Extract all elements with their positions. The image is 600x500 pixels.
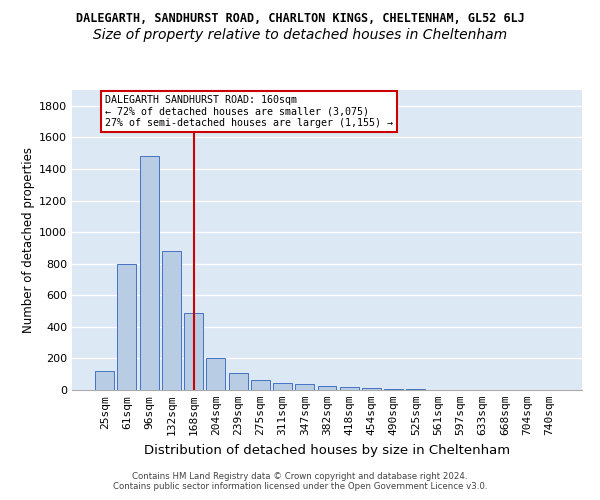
Bar (95, 371, 114, 390)
Text: Contains public sector information licensed under the Open Government Licence v3: Contains public sector information licen… (113, 482, 487, 491)
Bar (295, 384, 314, 390)
Bar (251, 380, 270, 390)
Bar (362, 388, 381, 390)
Bar (162, 251, 181, 390)
Bar (118, 264, 136, 390)
Bar (406, 389, 425, 390)
Bar (140, 156, 158, 390)
Y-axis label: Number of detached properties: Number of detached properties (22, 147, 35, 333)
Bar (317, 386, 337, 390)
Text: Contains HM Land Registry data © Crown copyright and database right 2024.: Contains HM Land Registry data © Crown c… (132, 472, 468, 481)
Bar (184, 312, 203, 390)
Bar (340, 387, 359, 390)
Bar (229, 374, 248, 390)
Text: Size of property relative to detached houses in Cheltenham: Size of property relative to detached ho… (93, 28, 507, 42)
X-axis label: Distribution of detached houses by size in Cheltenham: Distribution of detached houses by size … (144, 444, 510, 456)
Bar (206, 358, 225, 390)
Bar (273, 383, 292, 390)
Bar (384, 389, 403, 390)
Text: DALEGARTH, SANDHURST ROAD, CHARLTON KINGS, CHELTENHAM, GL52 6LJ: DALEGARTH, SANDHURST ROAD, CHARLTON KING… (76, 12, 524, 26)
Text: DALEGARTH SANDHURST ROAD: 160sqm
← 72% of detached houses are smaller (3,075)
27: DALEGARTH SANDHURST ROAD: 160sqm ← 72% o… (105, 94, 393, 128)
